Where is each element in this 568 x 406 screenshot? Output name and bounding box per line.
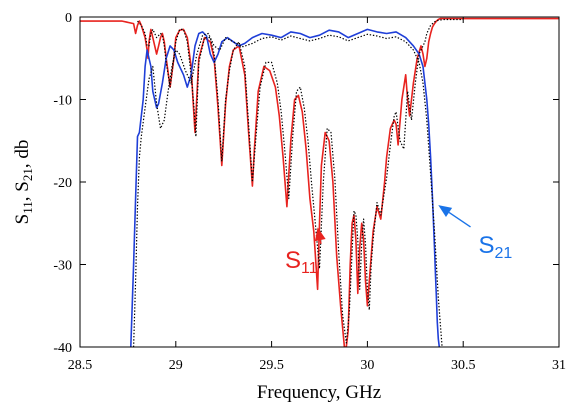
x-axis-title: Frequency, GHz bbox=[257, 382, 381, 403]
y-axis-title-sep: , S bbox=[12, 181, 33, 201]
x-tick-label: 29.5 bbox=[259, 358, 284, 373]
x-tick-label: 30.5 bbox=[451, 358, 476, 373]
annotation-subscript: 11 bbox=[301, 260, 318, 277]
x-tick-label: 28.5 bbox=[68, 358, 93, 373]
annotation-subscript: 21 bbox=[495, 245, 513, 262]
annotation-arrow-s21 bbox=[448, 211, 471, 228]
annotation-main: S bbox=[285, 247, 301, 274]
y-tick-label: -40 bbox=[53, 341, 72, 356]
annotation-main: S bbox=[479, 232, 495, 259]
x-tick-label: 29 bbox=[169, 358, 183, 373]
y-tick-label: -10 bbox=[53, 94, 72, 109]
x-tick-label: 31 bbox=[552, 358, 566, 373]
annotation-arrowhead-s21 bbox=[438, 205, 453, 217]
series-s11-sim bbox=[80, 17, 559, 347]
series-s21-meas bbox=[133, 32, 443, 347]
y-tick-label: -30 bbox=[53, 259, 72, 274]
plot-frame bbox=[79, 16, 560, 348]
x-tick-label: 30 bbox=[360, 358, 374, 373]
y-tick-label: -20 bbox=[53, 176, 72, 191]
y-axis-title-sub2: 21 bbox=[20, 168, 35, 181]
series-s11-meas bbox=[137, 18, 464, 344]
y-axis-title-main: S bbox=[12, 214, 33, 225]
y-tick-label: 0 bbox=[65, 11, 72, 26]
annotation-label-s21: S21 bbox=[479, 232, 513, 262]
y-axis-title-sub1: 11 bbox=[20, 201, 35, 214]
annotation-arrowhead-s11 bbox=[314, 227, 326, 242]
annotation-arrow-s11 bbox=[319, 239, 322, 244]
annotation-label-s11: S11 bbox=[285, 247, 318, 277]
y-axis-title-unit: , db bbox=[12, 140, 33, 169]
series-s21-sim bbox=[130, 28, 441, 347]
y-axis-title: S11, S21, db bbox=[12, 140, 35, 225]
